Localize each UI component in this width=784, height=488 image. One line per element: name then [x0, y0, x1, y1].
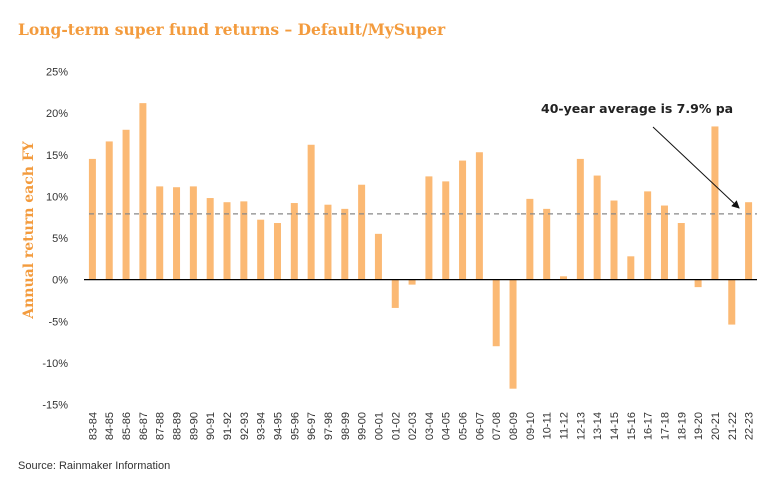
- x-tick-label: 16-17: [643, 412, 655, 440]
- bar-08-09: [509, 279, 517, 389]
- bar-05-06: [459, 160, 467, 280]
- x-tick-label: 13-14: [592, 412, 604, 440]
- x-tick-label: 91-92: [222, 412, 234, 440]
- bar-06-07: [475, 152, 483, 280]
- y-tick-label: 15%: [46, 150, 68, 162]
- bar-97-98: [324, 204, 332, 280]
- bar-94-95: [273, 223, 281, 280]
- y-tick-label: -10%: [42, 358, 68, 370]
- bar-09-10: [526, 198, 534, 280]
- y-tick-label: 20%: [46, 108, 68, 120]
- bar-20-21: [711, 126, 719, 280]
- bar-12-13: [576, 158, 584, 280]
- y-axis-ticks: 25% 20% 15% 10% 5% 0% -5% -10% -15%: [42, 67, 68, 412]
- x-tick-label: 84-85: [104, 412, 116, 440]
- bar-92-93: [240, 201, 248, 280]
- x-tick-label: 00-01: [373, 412, 385, 440]
- x-tick-label: 86-87: [138, 412, 150, 440]
- bar-01-02: [391, 279, 399, 308]
- bar-99-00: [358, 184, 366, 280]
- x-tick-label: 17-18: [659, 412, 671, 440]
- chart-title: Long-term super fund returns – Default/M…: [18, 20, 446, 39]
- average-annotation: 40-year average is 7.9% pa: [541, 101, 733, 116]
- x-tick-label: 03-04: [424, 412, 436, 440]
- bar-85-86: [122, 129, 130, 280]
- x-tick-label: 18-19: [676, 412, 688, 440]
- bar-13-14: [593, 175, 601, 280]
- bar-93-94: [257, 219, 265, 280]
- bar-88-89: [173, 187, 181, 280]
- bars: [88, 103, 753, 389]
- y-tick-label: -5%: [48, 316, 68, 328]
- y-tick-label: -15%: [42, 400, 68, 412]
- bar-98-99: [341, 208, 349, 280]
- x-tick-label: 11-12: [559, 412, 571, 439]
- source-note: Source: Rainmaker Information: [18, 460, 171, 472]
- x-tick-label: 87-88: [155, 412, 167, 440]
- x-tick-label: 01-02: [390, 412, 402, 440]
- bar-16-17: [644, 191, 652, 280]
- x-tick-label: 92-93: [239, 412, 251, 440]
- x-tick-label: 95-96: [289, 412, 301, 440]
- x-tick-label: 22-23: [744, 412, 756, 440]
- bar-84-85: [105, 141, 113, 280]
- bar-21-22: [728, 279, 736, 325]
- y-tick-label: 10%: [46, 191, 68, 203]
- x-tick-label: 89-90: [188, 412, 200, 440]
- x-tick-label: 99-00: [357, 412, 369, 440]
- x-tick-label: 08-09: [508, 412, 520, 440]
- bar-19-20: [694, 279, 702, 288]
- x-tick-label: 94-95: [272, 412, 284, 440]
- annotation-arrow: [652, 126, 740, 209]
- y-tick-label: 5%: [52, 233, 68, 245]
- x-tick-label: 05-06: [458, 412, 470, 440]
- x-tick-label: 07-08: [491, 412, 503, 440]
- bar-11-12: [560, 276, 568, 280]
- bar-03-04: [425, 176, 433, 280]
- x-tick-label: 19-20: [693, 412, 705, 440]
- bar-86-87: [139, 103, 147, 280]
- bar-83-84: [88, 158, 96, 280]
- bar-96-97: [307, 144, 315, 280]
- x-axis-ticks: 83-84 84-85 85-86 86-87 87-88 88-89 89-90 90-91…: [87, 412, 755, 440]
- x-tick-label: 14-15: [609, 412, 621, 440]
- bar-04-05: [442, 181, 450, 280]
- bar-87-88: [156, 186, 164, 280]
- x-tick-label: 88-89: [172, 412, 184, 440]
- y-tick-label: 0%: [52, 275, 68, 287]
- x-tick-label: 04-05: [441, 412, 453, 440]
- x-tick-label: 93-94: [256, 412, 268, 440]
- bar-95-96: [290, 203, 298, 280]
- x-tick-label: 02-03: [407, 412, 419, 440]
- bar-00-01: [374, 233, 382, 280]
- bar-14-15: [610, 200, 618, 280]
- x-tick-label: 90-91: [205, 412, 217, 440]
- x-tick-label: 21-22: [727, 412, 739, 440]
- bar-15-16: [627, 256, 635, 280]
- bar-89-90: [189, 186, 197, 280]
- bar-22-23: [745, 202, 753, 280]
- y-tick-label: 25%: [46, 67, 68, 79]
- bar-90-91: [206, 198, 214, 280]
- x-tick-label: 15-16: [626, 412, 638, 440]
- bar-17-18: [660, 205, 668, 280]
- x-tick-label: 96-97: [306, 412, 318, 440]
- x-tick-label: 09-10: [525, 412, 537, 440]
- x-tick-label: 98-99: [340, 412, 352, 440]
- x-tick-label: 83-84: [87, 412, 99, 440]
- x-tick-label: 20-21: [710, 412, 722, 440]
- bar-10-11: [543, 208, 551, 280]
- x-tick-label: 06-07: [474, 412, 486, 440]
- bar-07-08: [492, 279, 500, 347]
- x-tick-label: 12-13: [575, 412, 587, 440]
- bar-02-03: [408, 279, 416, 285]
- x-tick-label: 97-98: [323, 412, 335, 440]
- bar-91-92: [223, 202, 231, 280]
- x-tick-label: 10-11: [542, 412, 554, 439]
- y-axis-label: Annual return each FY: [21, 140, 37, 320]
- x-tick-label: 85-86: [121, 412, 133, 440]
- bar-18-19: [677, 223, 685, 280]
